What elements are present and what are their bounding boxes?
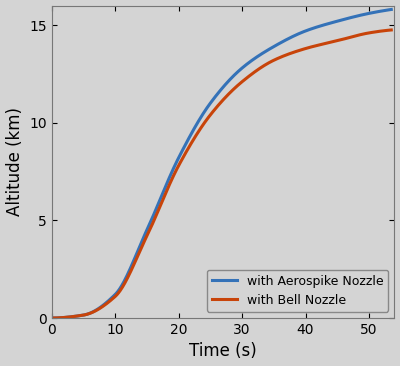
with Bell Nozzle <box>305 46 310 50</box>
with Aerospike Nozzle <box>136 246 141 250</box>
with Aerospike Nozzle <box>203 108 208 113</box>
with Bell Nozzle <box>109 297 114 302</box>
with Bell Nozzle <box>49 316 54 320</box>
Line: with Aerospike Nozzle: with Aerospike Nozzle <box>52 10 391 318</box>
X-axis label: Time (s): Time (s) <box>189 343 257 361</box>
with Bell Nozzle <box>276 56 281 60</box>
with Bell Nozzle <box>389 28 394 32</box>
with Aerospike Nozzle <box>109 296 114 300</box>
with Bell Nozzle <box>136 251 141 255</box>
with Aerospike Nozzle <box>49 316 54 320</box>
Y-axis label: Altitude (km): Altitude (km) <box>6 107 24 216</box>
with Aerospike Nozzle <box>249 58 254 63</box>
with Aerospike Nozzle <box>389 7 394 12</box>
with Aerospike Nozzle <box>305 28 310 33</box>
Legend: with Aerospike Nozzle, with Bell Nozzle: with Aerospike Nozzle, with Bell Nozzle <box>206 269 388 312</box>
with Bell Nozzle <box>249 72 254 76</box>
with Bell Nozzle <box>203 119 208 124</box>
with Aerospike Nozzle <box>276 42 281 46</box>
Line: with Bell Nozzle: with Bell Nozzle <box>52 30 391 318</box>
